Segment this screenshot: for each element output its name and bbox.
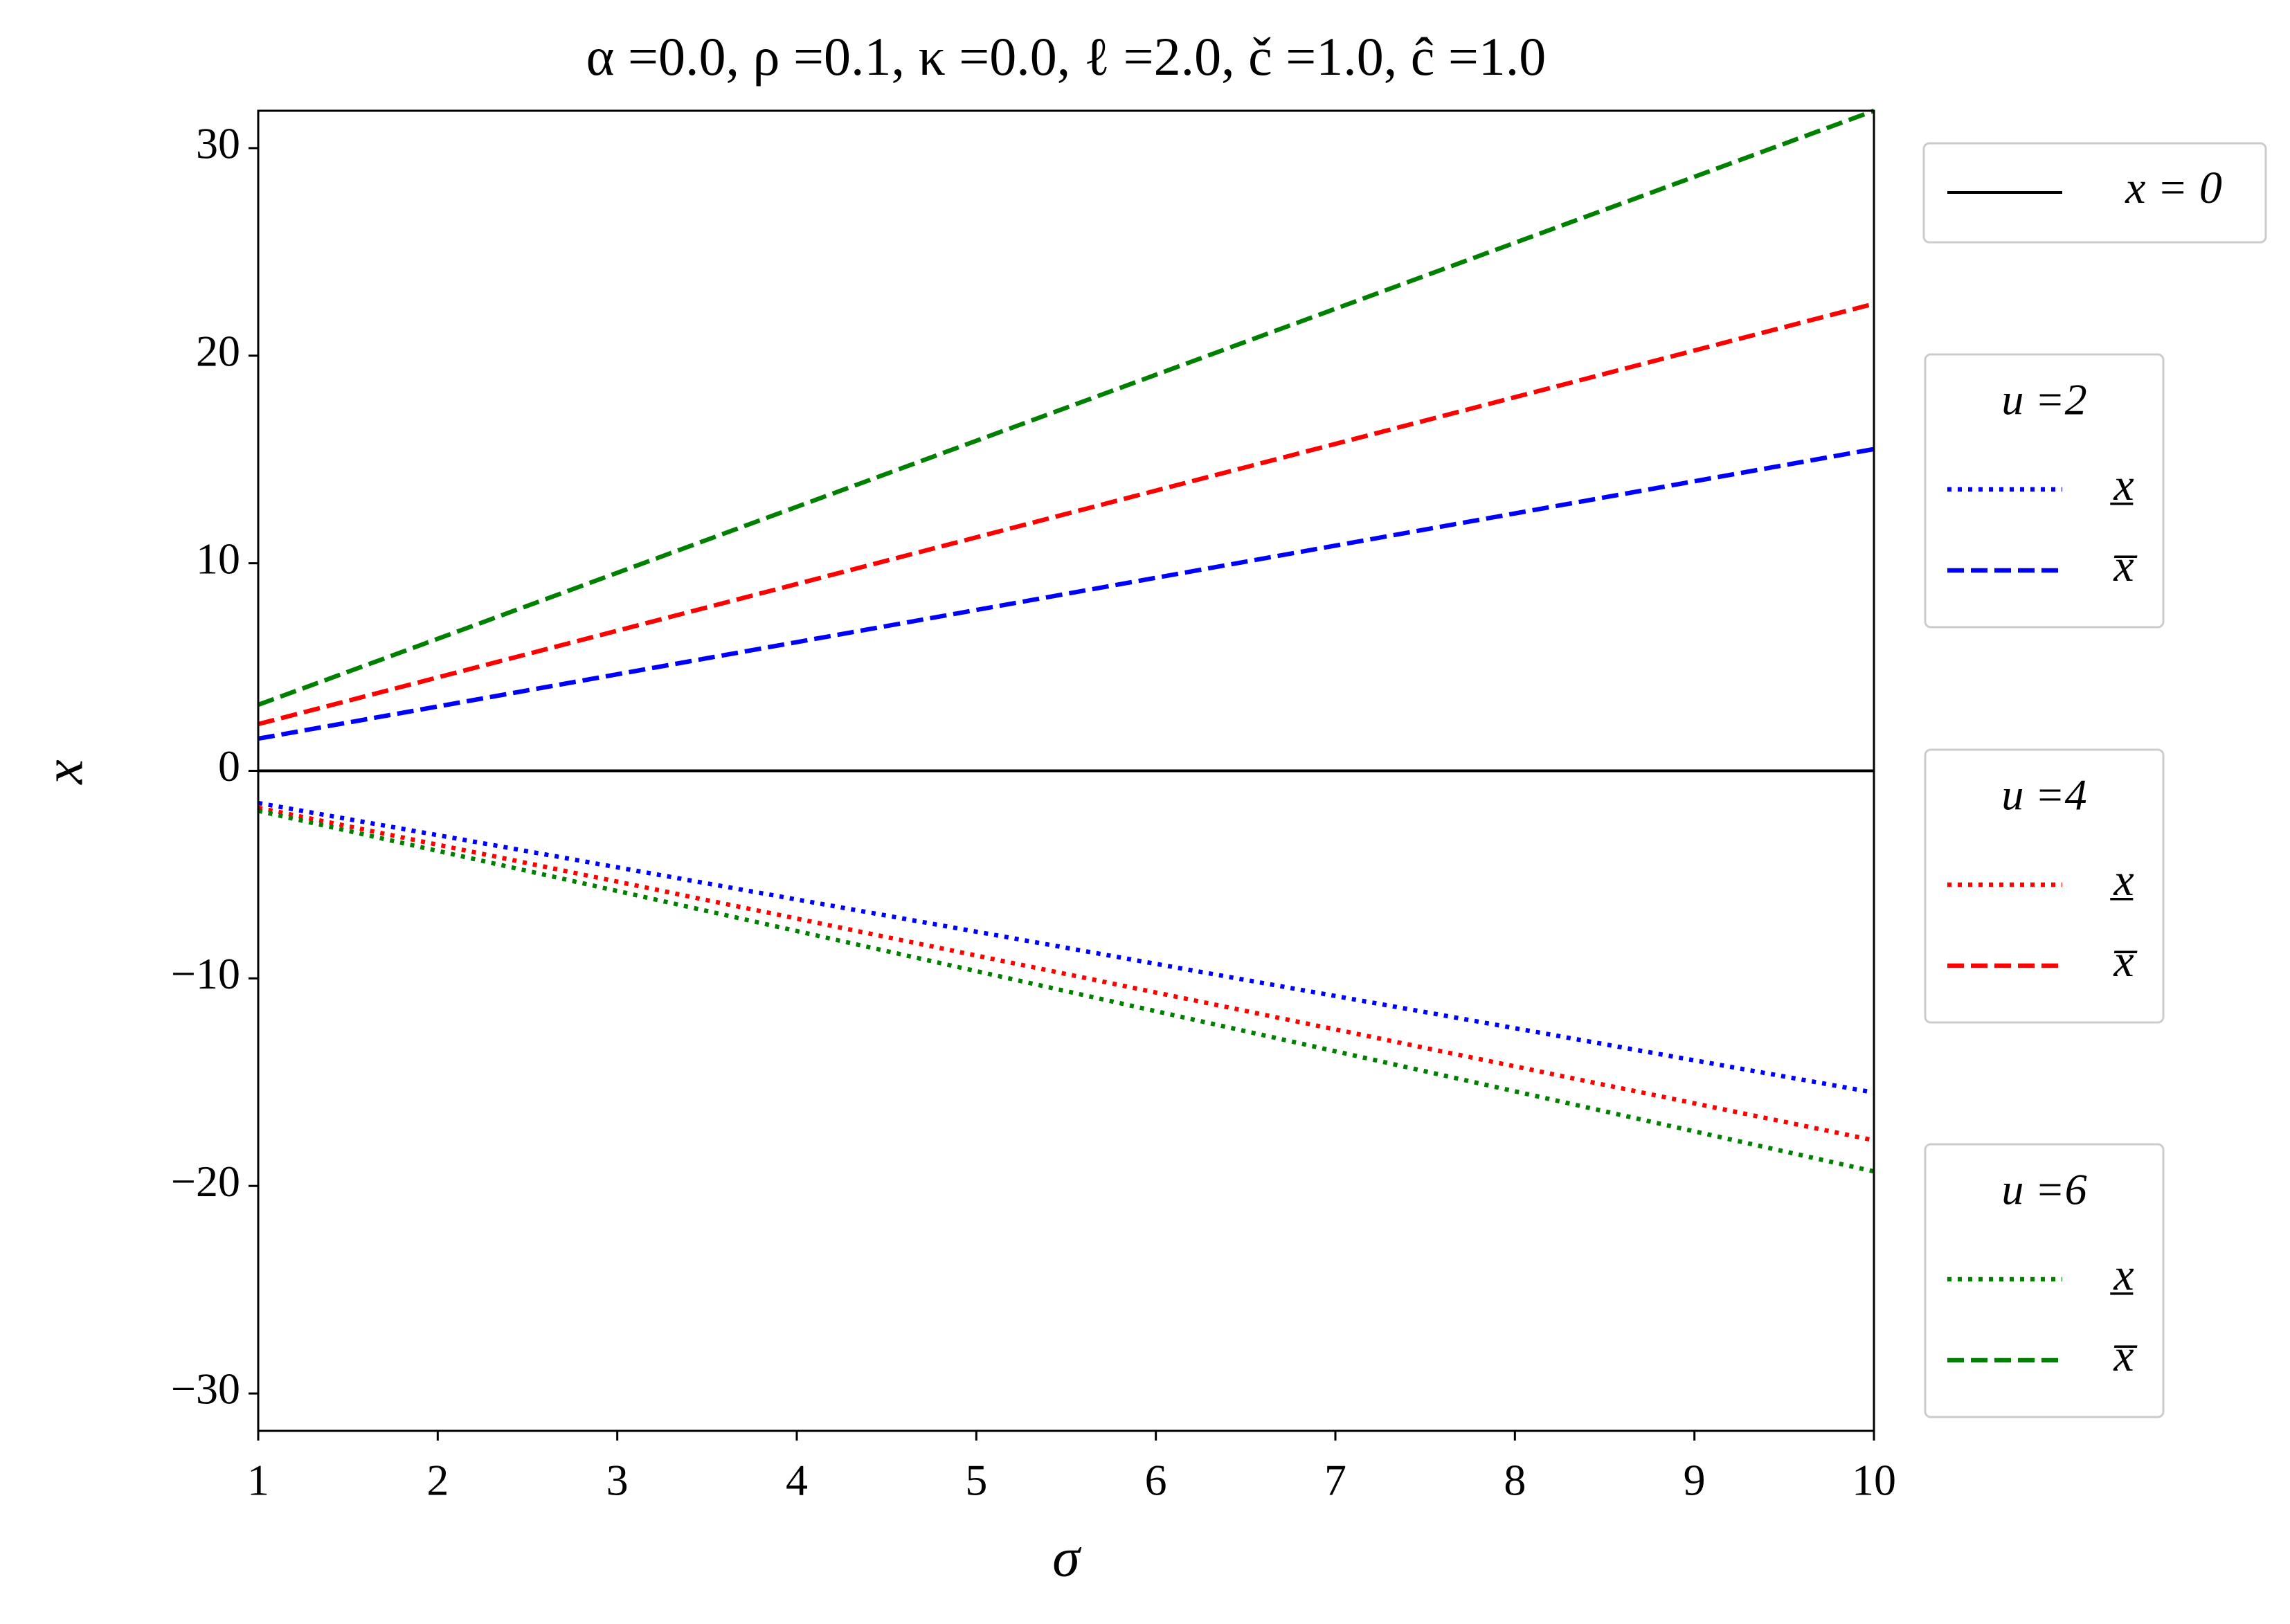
x-tick-label: 1 bbox=[247, 1456, 269, 1505]
legend-title: u =2 bbox=[2001, 375, 2086, 424]
chart-title: α =0.0, ρ =0.1, κ =0.0, ℓ =2.0, č =1.0, … bbox=[586, 26, 1547, 87]
y-axis-label: x bbox=[33, 759, 94, 785]
x-tick-label: 8 bbox=[1504, 1456, 1526, 1505]
y-tick-label: 10 bbox=[196, 534, 240, 583]
x-tick-label: 5 bbox=[965, 1456, 987, 1505]
x-tick-label: 10 bbox=[1852, 1456, 1896, 1505]
legend-label: x̲ bbox=[2110, 1249, 2134, 1300]
legend-title: u =4 bbox=[2001, 770, 2086, 820]
legend-label: x̲ bbox=[2110, 460, 2134, 510]
y-tick-label: 30 bbox=[196, 119, 240, 168]
y-tick-label: −20 bbox=[171, 1157, 240, 1206]
x-tick-label: 6 bbox=[1145, 1456, 1167, 1505]
x-tick-label: 7 bbox=[1324, 1456, 1346, 1505]
y-tick-label: −10 bbox=[171, 949, 240, 998]
legend-label: x = 0 bbox=[2125, 163, 2222, 213]
legend-label: x̲ bbox=[2110, 855, 2134, 905]
y-tick-label: −30 bbox=[171, 1364, 240, 1414]
line-series bbox=[257, 108, 1875, 707]
x-tick-label: 3 bbox=[606, 1456, 629, 1505]
y-tick-label: 20 bbox=[196, 327, 240, 376]
line-series bbox=[258, 446, 1875, 741]
legend-title: u =6 bbox=[2001, 1165, 2086, 1214]
x-axis-label: σ bbox=[1052, 1527, 1081, 1588]
legend-label: x̅ bbox=[2113, 541, 2138, 591]
line-series bbox=[258, 809, 1875, 1174]
x-tick-label: 4 bbox=[786, 1456, 808, 1505]
x-tick-label: 2 bbox=[426, 1456, 449, 1505]
axes-frame bbox=[257, 109, 1875, 1432]
line-series bbox=[258, 805, 1875, 1143]
y-tick-label: 0 bbox=[218, 741, 240, 791]
line-series bbox=[258, 800, 1875, 1095]
legend-label: x̅ bbox=[2113, 936, 2138, 986]
x-tick-label: 9 bbox=[1684, 1456, 1706, 1505]
line-series bbox=[258, 301, 1875, 727]
legend-box bbox=[1922, 142, 2267, 244]
legend-label: x̅ bbox=[2113, 1330, 2138, 1381]
